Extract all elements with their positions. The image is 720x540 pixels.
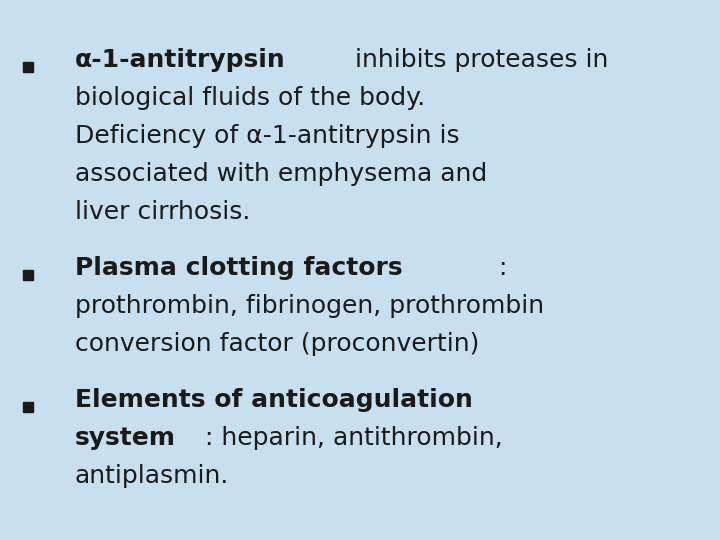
Text: associated with emphysema and: associated with emphysema and xyxy=(75,162,487,186)
Text: biological fluids of the body.: biological fluids of the body. xyxy=(75,86,426,110)
Text: system: system xyxy=(75,426,176,450)
Text: Elements of anticoagulation: Elements of anticoagulation xyxy=(75,388,473,412)
Text: α-1-antitrypsin: α-1-antitrypsin xyxy=(75,48,286,72)
Text: inhibits proteases in: inhibits proteases in xyxy=(347,48,608,72)
Text: antiplasmin.: antiplasmin. xyxy=(75,464,230,488)
Text: :: : xyxy=(498,256,506,280)
Text: prothrombin, fibrinogen, prothrombin: prothrombin, fibrinogen, prothrombin xyxy=(75,294,544,318)
Text: Plasma clotting factors: Plasma clotting factors xyxy=(75,256,402,280)
Text: liver cirrhosis.: liver cirrhosis. xyxy=(75,200,251,224)
Text: Deficiency of α-1-antitrypsin is: Deficiency of α-1-antitrypsin is xyxy=(75,124,459,148)
Text: : heparin, antithrombin,: : heparin, antithrombin, xyxy=(205,426,503,450)
Text: conversion factor (proconvertin): conversion factor (proconvertin) xyxy=(75,332,480,356)
